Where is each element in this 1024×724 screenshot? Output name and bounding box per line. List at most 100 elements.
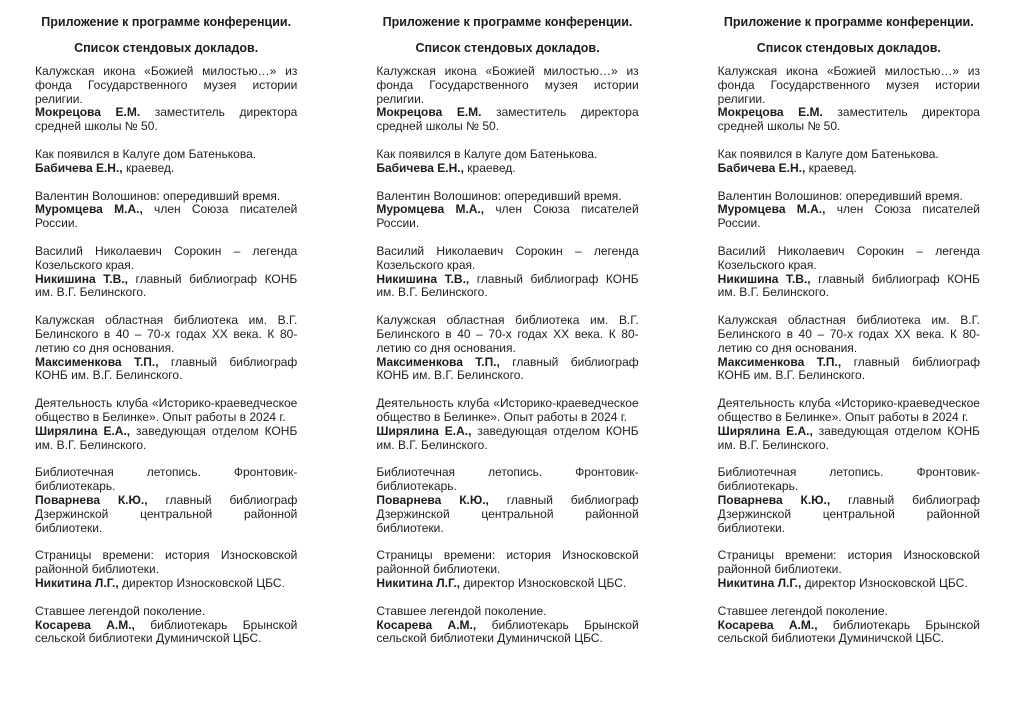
report-item: Как появился в Калуге дом Батенькова. Баб…: [717, 147, 980, 176]
report-author: Поварнева К.Ю.,: [35, 492, 148, 507]
report-affiliation: краевед.: [463, 160, 516, 175]
report-byline: Поварнева К.Ю., главный библиограф Дзерж…: [717, 492, 980, 535]
report-author: Никитина Л.Г.,: [376, 575, 460, 590]
report-author: Максименкова Т.П.,: [35, 354, 159, 369]
report-topic: Ставшее легендой поколение.: [717, 603, 888, 618]
report-byline: Косарева А.М., библиотекарь Брынской сел…: [717, 617, 980, 647]
column-3: Приложение к программе конференции. Спис…: [683, 0, 1024, 724]
report-byline: Бабичева Е.Н., краевед.: [376, 160, 638, 176]
report-author: Максименкова Т.П.,: [376, 354, 500, 369]
report-affiliation: краевед.: [122, 160, 175, 175]
report-affiliation: главный библиограф КОНБ им. В.Г. Белинск…: [376, 271, 639, 300]
report-item: Деятельность клуба «Историко-краеведческ…: [376, 396, 639, 452]
report-byline: Никишина Т.В., главный библиограф КОНБ и…: [717, 271, 980, 301]
report-author: Никишина Т.В.,: [717, 271, 811, 286]
report-byline: Бабичева Е.Н., краевед.: [35, 160, 297, 176]
report-byline: Никишина Т.В., главный библиограф КОНБ и…: [35, 271, 297, 301]
report-affiliation: заведующая отделом КОНБ им. В.Г. Белинск…: [717, 423, 980, 452]
report-byline: Поварнева К.Ю., главный библиограф Дзерж…: [376, 492, 638, 535]
report-item: Калужская икона «Божией милостью…» из фо…: [717, 64, 980, 134]
report-item: Ставшее легендой поколение. Косарева А.М.…: [376, 603, 639, 647]
report-item: Калужская икона «Божией милостью…» из фо…: [35, 64, 298, 134]
report-affiliation: главный библиограф Дзержинской центральн…: [717, 492, 980, 535]
report-author: Поварнева К.Ю.,: [376, 492, 489, 507]
report-item: Страницы времени: история Износковской р…: [376, 549, 638, 590]
poster-list-subheading: Список стендовых докладов.: [415, 41, 600, 55]
report-topic: Валентин Волошинов: опередивший время.: [35, 188, 281, 203]
report-topic: Ставшее легендой поколение.: [376, 603, 547, 618]
report-topic: Как появился в Калуге дом Батенькова.: [376, 146, 598, 161]
report-affiliation: библиотекарь Брынской сельской библиотек…: [376, 617, 639, 646]
report-item: Василий Николаевич Сорокин – легенда Коз…: [376, 243, 639, 301]
report-affiliation: главный библиограф КОНБ им. В.Г. Белинск…: [717, 354, 980, 383]
report-author: Бабичева Е.Н.,: [717, 160, 806, 175]
report-byline: Муромцева М.А., член Союза писателей Рос…: [717, 202, 980, 231]
report-topic: Ставшее легендой поколение.: [35, 603, 206, 618]
report-item: Как появился в Калуге дом Батенькова. Баб…: [35, 147, 297, 176]
report-byline: Никитина Л.Г., директор Износковской ЦБС…: [717, 575, 980, 591]
report-author: Ширялина Е.А.,: [376, 423, 472, 438]
report-byline: Никитина Л.Г., директор Износковской ЦБС…: [376, 575, 638, 591]
appendix-heading: Приложение к программе конференции.: [723, 15, 974, 29]
report-topic: Василий Николаевич Сорокин – легенда Коз…: [717, 243, 980, 272]
report-affiliation: библиотекарь Брынской сельской библиотек…: [35, 617, 298, 646]
report-affiliation: заведующая отделом КОНБ им. В.Г. Белинск…: [35, 423, 298, 452]
report-item: Деятельность клуба «Историко-краеведческ…: [35, 396, 298, 452]
report-topic: Валентин Волошинов: опередивший время.: [717, 188, 963, 203]
report-byline: Бабичева Е.Н., краевед.: [717, 160, 980, 176]
report-affiliation: директор Износковской ЦБС.: [118, 575, 285, 590]
report-topic: Библиотечная летопись. Фронтовик-библиот…: [35, 465, 298, 494]
report-item: Калужская областная библиотека им. В.Г. …: [376, 313, 638, 384]
report-byline: Косарева А.М., библиотекарь Брынской сел…: [376, 617, 639, 647]
report-item: Калужская областная библиотека им. В.Г. …: [35, 313, 298, 383]
report-item: Калужская икона «Божией милостью…» из фо…: [376, 64, 639, 134]
report-topic: Калужская икона «Божией милостью…» из фо…: [717, 64, 980, 106]
report-byline: Мокрецова Е.М. заместитель директора сре…: [717, 105, 980, 134]
report-topic: Библиотечная летопись. Фронтовик-библиот…: [376, 465, 639, 494]
report-item: Василий Николаевич Сорокин – легенда Коз…: [717, 243, 980, 301]
report-item: Библиотечная летопись. Фронтовик-библиот…: [718, 466, 980, 535]
report-author: Никишина Т.В.,: [35, 271, 128, 286]
report-item: Ставшее легендой поколение. Косарева А.М.…: [717, 603, 980, 647]
report-item: Василий Николаевич Сорокин – легенда Коз…: [35, 243, 298, 301]
report-author: Бабичева Е.Н.,: [376, 160, 464, 175]
report-item: Валентин Волошинов: опередивший время. Му…: [376, 188, 638, 231]
report-affiliation: главный библиограф КОНБ им. В.Г. Белинск…: [35, 354, 298, 383]
report-item: Ставшее легендой поколение. Косарева А.М.…: [35, 603, 298, 647]
report-author: Никитина Л.Г.,: [717, 575, 802, 590]
report-author: Бабичева Е.Н.,: [35, 160, 123, 175]
report-item: Валентин Волошинов: опередивший время. Му…: [717, 188, 980, 231]
report-byline: Максименкова Т.П., главный библиограф КО…: [376, 354, 638, 384]
report-item: Библиотечная летопись. Фронтовик-библиот…: [35, 466, 297, 535]
report-byline: Никишина Т.В., главный библиограф КОНБ и…: [376, 271, 639, 301]
report-byline: Ширялина Е.А., заведующая отделом КОНБ и…: [717, 423, 980, 453]
report-author: Косарева А.М.,: [35, 617, 135, 632]
report-topic: Валентин Волошинов: опередивший время.: [376, 188, 622, 203]
report-byline: Муромцева М.А., член Союза писателей Рос…: [376, 202, 638, 231]
report-topic: Страницы времени: история Износковской р…: [35, 548, 298, 577]
report-affiliation: заместитель директора средней школы № 50…: [35, 105, 298, 134]
report-item: Калужская областная библиотека им. В.Г. …: [717, 313, 980, 383]
report-affiliation: заведующая отделом КОНБ им. В.Г. Белинск…: [376, 423, 639, 452]
report-list: Калужская икона «Божией милостью…» из фо…: [35, 64, 298, 647]
report-byline: Косарева А.М., библиотекарь Брынской сел…: [35, 617, 298, 647]
appendix-heading: Приложение к программе конференции.: [382, 15, 633, 29]
report-list: Калужская икона «Божией милостью…» из фо…: [376, 64, 639, 647]
report-topic: Деятельность клуба «Историко-краеведческ…: [376, 396, 639, 424]
report-author: Муромцева М.А.,: [717, 202, 826, 217]
report-topic: Страницы времени: история Износковской р…: [717, 548, 980, 577]
report-topic: Деятельность клуба «Историко-краеведческ…: [717, 396, 980, 424]
report-author: Ширялина Е.А.,: [35, 423, 131, 438]
report-topic: Василий Николаевич Сорокин – легенда Коз…: [376, 243, 639, 272]
report-topic: Калужская областная библиотека им. В.Г. …: [717, 313, 980, 355]
report-topic: Калужская икона «Божией милостью…» из фо…: [376, 64, 639, 106]
poster-list-subheading: Список стендовых докладов.: [756, 41, 941, 55]
report-affiliation: краевед.: [805, 160, 857, 175]
report-topic: Василий Николаевич Сорокин – легенда Коз…: [35, 243, 298, 272]
report-author: Мокрецова Е.М.: [35, 105, 141, 120]
report-item: Страницы времени: история Износковской р…: [718, 549, 980, 590]
report-byline: Мокрецова Е.М. заместитель директора сре…: [35, 105, 298, 134]
report-affiliation: библиотекарь Брынской сельской библиотек…: [717, 617, 980, 646]
report-author: Мокрецова Е.М.: [717, 105, 823, 120]
report-author: Никитина Л.Г.,: [35, 575, 119, 590]
